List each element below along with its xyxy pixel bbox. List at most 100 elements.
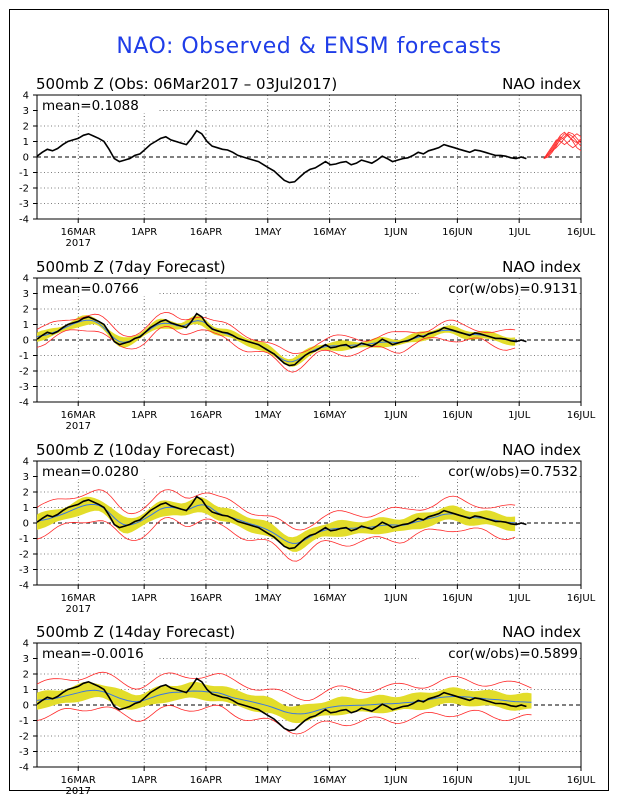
x-year-label: 2017 [65, 421, 90, 432]
x-year-label: 2017 [65, 238, 90, 249]
panel-forecast-10day: 500mb Z (10day Forecast) NAO index 4 3 2 1 0 -1… [19, 441, 596, 615]
y-tick-label: -1 [19, 351, 29, 362]
forecast-member-line [543, 133, 581, 159]
y-tick-label: 3 [23, 289, 29, 300]
panel-title: 500mb Z (7day Forecast) [36, 258, 226, 276]
x-tick-label: 16APR [190, 410, 223, 421]
y-tick-label: 2 [23, 670, 29, 681]
stat-bg [39, 464, 159, 479]
x-tick-label: 16MAY [313, 593, 347, 604]
plot-content [37, 312, 527, 373]
y-tick-label: 3 [23, 106, 29, 117]
x-year-label: 2017 [65, 786, 90, 797]
observed-line [37, 312, 527, 367]
x-tick-label: 1JUN [383, 775, 407, 786]
x-tick-label: 1JUN [383, 593, 407, 604]
y-tick-label: -3 [19, 565, 29, 576]
y-tick-label: 4 [23, 639, 29, 650]
ensemble-max-line [37, 671, 532, 701]
x-tick-label: 1APR [131, 775, 157, 786]
y-tick-label: -1 [19, 716, 29, 727]
panel-observed: 500mb Z (Obs: 06Mar2017 – 03Jul2017) NAO … [19, 75, 596, 249]
x-tick-label: 16MAY [313, 410, 347, 421]
y-tick-label: 0 [23, 153, 29, 164]
panel-right-label: NAO index [502, 441, 581, 459]
x-tick-label: 1JUL [508, 775, 531, 786]
y-tick-label: 1 [23, 685, 29, 696]
panel-right-label: NAO index [502, 623, 581, 641]
y-tick-label: -2 [19, 367, 29, 378]
observed-line [37, 677, 527, 732]
forecast-member-line [543, 133, 581, 159]
x-tick-label: 1JUL [508, 410, 531, 421]
x-tick-label: 16APR [190, 593, 223, 604]
y-tick-label: 2 [23, 305, 29, 316]
y-tick-label: 4 [23, 274, 29, 285]
x-tick-label: 1MAY [254, 227, 282, 238]
x-tick-label: 1JUN [383, 227, 407, 238]
x-tick-label: 16JUL [567, 775, 596, 786]
ensemble-spread-band [37, 681, 532, 724]
correlation-stat: cor(w/obs)=0.5899 [448, 646, 578, 662]
y-tick-label: 1 [23, 320, 29, 331]
x-tick-label: 1JUL [508, 593, 531, 604]
y-tick-label: 4 [23, 457, 29, 468]
x-tick-label: 16JUN [442, 410, 472, 421]
y-tick-label: 3 [23, 472, 29, 483]
x-tick-label: 16MAY [313, 227, 347, 238]
mean-stat: mean=0.0766 [42, 281, 139, 297]
y-tick-label: 1 [23, 503, 29, 514]
mean-stat: mean=-0.0016 [42, 646, 144, 662]
x-tick-label: 16MAR [61, 227, 96, 238]
panel-right-label: NAO index [502, 258, 581, 276]
observed-line [37, 129, 527, 184]
x-tick-label: 1APR [131, 410, 157, 421]
x-tick-label: 16MAR [61, 775, 96, 786]
y-tick-label: -2 [19, 732, 29, 743]
x-tick-label: 1MAY [254, 593, 282, 604]
y-tick-label: 3 [23, 654, 29, 665]
ensemble-spread-band [37, 496, 516, 552]
y-tick-label: -1 [19, 534, 29, 545]
y-tick-label: -3 [19, 747, 29, 758]
mean-stat: mean=0.0280 [42, 464, 139, 480]
x-tick-label: 16MAY [313, 775, 347, 786]
x-tick-label: 16JUN [442, 593, 472, 604]
y-tick-label: -3 [19, 382, 29, 393]
y-tick-label: 0 [23, 701, 29, 712]
y-tick-label: -4 [19, 215, 29, 226]
x-tick-label: 1JUL [508, 227, 531, 238]
x-tick-label: 16JUN [442, 227, 472, 238]
ensemble-spread-band [37, 315, 516, 367]
y-tick-label: 2 [23, 488, 29, 499]
x-tick-label: 16JUL [567, 410, 596, 421]
stat-bg [39, 646, 159, 661]
ensemble-min-line [37, 517, 516, 562]
forecast-member-line [543, 133, 581, 159]
x-tick-label: 16JUL [567, 227, 596, 238]
figure-frame [9, 9, 609, 791]
stat-bg [419, 646, 579, 661]
y-tick-label: 1 [23, 137, 29, 148]
ensemble-max-line [37, 489, 516, 531]
stat-bg [419, 464, 579, 479]
ensemble-mean-line [37, 689, 532, 715]
x-tick-label: 1APR [131, 227, 157, 238]
panel-title: 500mb Z (Obs: 06Mar2017 – 03Jul2017) [36, 75, 337, 93]
x-tick-label: 1APR [131, 593, 157, 604]
ensemble-mean-line [37, 504, 516, 544]
y-tick-label: -4 [19, 398, 29, 409]
panel-title: 500mb Z (14day Forecast) [36, 623, 235, 641]
observed-line [37, 495, 527, 550]
forecast-member-line [543, 131, 581, 159]
x-tick-label: 1JUN [383, 410, 407, 421]
y-tick-label: -2 [19, 184, 29, 195]
forecast-member-line [543, 131, 581, 159]
x-tick-label: 16JUN [442, 775, 472, 786]
plot-content [37, 489, 527, 562]
x-year-label: 2017 [65, 604, 90, 615]
x-tick-label: 16JUL [567, 593, 596, 604]
y-tick-label: 0 [23, 519, 29, 530]
x-tick-label: 16MAR [61, 593, 96, 604]
y-tick-label: -3 [19, 199, 29, 210]
